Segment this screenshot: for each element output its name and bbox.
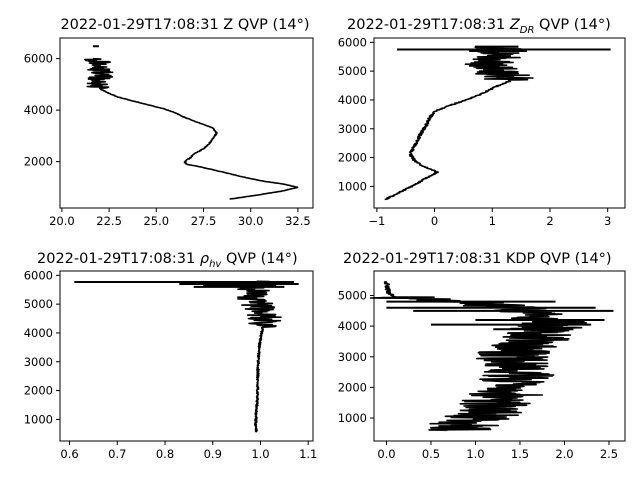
panel-z-qvp: 2022-01-29T17:08:31 Z QVP (14°) 20.0 22.5… bbox=[24, 17, 314, 228]
x-ticks-zdr: −1 0 1 2 3 bbox=[368, 208, 611, 228]
panel-rhohv-qvp: 2022-01-29T17:08:31 ρhv QVP (14°) 0.6 0.7… bbox=[24, 251, 318, 461]
y-tick-label: 3000 bbox=[24, 355, 53, 369]
x-tick-label: 0.7 bbox=[108, 447, 126, 461]
y-tick-label: 2000 bbox=[24, 155, 53, 169]
x-ticks-z: 20.0 22.5 25.0 27.5 30.0 32.5 bbox=[49, 208, 311, 228]
x-tick-label: 27.5 bbox=[191, 214, 217, 228]
title-rhohv-symbol: ρ bbox=[200, 251, 210, 267]
x-tick-label: 3 bbox=[604, 214, 611, 228]
x-tick-label: 0.0 bbox=[377, 447, 395, 461]
y-ticks-zdr: 1000 2000 3000 4000 5000 6000 bbox=[338, 35, 374, 193]
x-tick-label: 0.9 bbox=[204, 447, 222, 461]
panel-kdp-qvp: 2022-01-29T17:08:31 KDP QVP (14°) 0.0 0.5… bbox=[338, 251, 626, 461]
y-tick-label: 1000 bbox=[24, 412, 53, 426]
y-ticks-kdp: 1000 2000 3000 4000 5000 bbox=[338, 289, 374, 425]
x-tick-label: 30.0 bbox=[238, 214, 264, 228]
x-tick-label: 2 bbox=[546, 214, 553, 228]
y-tick-label: 3000 bbox=[338, 122, 367, 136]
y-tick-label: 6000 bbox=[338, 35, 367, 49]
x-tick-label: 0.6 bbox=[60, 447, 78, 461]
title-zdr: 2022-01-29T17:08:31 ZDR QVP (14°) bbox=[347, 17, 611, 36]
y-tick-label: 4000 bbox=[338, 319, 367, 333]
y-tick-label: 4000 bbox=[24, 326, 53, 340]
y-tick-label: 5000 bbox=[338, 64, 367, 78]
title-z: 2022-01-29T17:08:31 Z QVP (14°) bbox=[60, 17, 309, 33]
y-tick-label: 6000 bbox=[24, 52, 53, 66]
axes-frame-z bbox=[59, 37, 314, 209]
title-rhohv-end: QVP (14°) bbox=[221, 251, 297, 267]
x-tick-label: 1 bbox=[489, 214, 496, 228]
x-tick-label: −1 bbox=[368, 214, 385, 228]
series-zdr-profile bbox=[384, 45, 611, 201]
y-tick-label: 2000 bbox=[338, 380, 367, 394]
x-tick-label: 1.0 bbox=[251, 447, 269, 461]
axes-frame-zdr bbox=[373, 37, 626, 209]
y-tick-label: 5000 bbox=[338, 289, 367, 303]
axes-frame-rhohv bbox=[59, 270, 314, 442]
x-ticks-rhohv: 0.6 0.7 0.8 0.9 1.0 1.1 bbox=[60, 441, 317, 461]
x-tick-label: 1.5 bbox=[511, 447, 529, 461]
y-tick-label: 2000 bbox=[24, 384, 53, 398]
profile-line bbox=[237, 280, 282, 433]
series-rhohv-profile bbox=[74, 280, 299, 433]
title-zdr-symbol: Z bbox=[509, 17, 521, 33]
series-kdp-profile bbox=[369, 281, 614, 432]
series-z-profile bbox=[83, 45, 299, 200]
y-tick-label: 6000 bbox=[24, 268, 53, 282]
x-tick-label: 1.1 bbox=[299, 447, 317, 461]
x-tick-label: 2.5 bbox=[600, 447, 618, 461]
x-tick-label: 25.0 bbox=[143, 214, 169, 228]
x-tick-label: 0 bbox=[431, 214, 438, 228]
title-zdr-subscript: DR bbox=[520, 25, 535, 36]
x-tick-label: 1.0 bbox=[466, 447, 484, 461]
title-rhohv: 2022-01-29T17:08:31 ρhv QVP (14°) bbox=[37, 251, 298, 270]
x-tick-label: 0.5 bbox=[422, 447, 440, 461]
axes-frame-kdp bbox=[373, 270, 626, 442]
x-tick-label: 32.5 bbox=[285, 214, 311, 228]
x-tick-label: 20.0 bbox=[49, 214, 75, 228]
panel-zdr-qvp: 2022-01-29T17:08:31 ZDR QVP (14°) −1 0 1 2 3… bbox=[338, 17, 626, 228]
y-tick-label: 5000 bbox=[24, 297, 53, 311]
profile-line bbox=[83, 57, 299, 200]
x-ticks-kdp: 0.0 0.5 1.0 1.5 2.0 2.5 bbox=[377, 441, 618, 461]
title-kdp: 2022-01-29T17:08:31 KDP QVP (14°) bbox=[343, 251, 612, 267]
y-tick-label: 1000 bbox=[338, 179, 367, 193]
profile-line bbox=[369, 281, 588, 432]
x-tick-label: 2.0 bbox=[555, 447, 573, 461]
y-tick-label: 1000 bbox=[338, 411, 367, 425]
x-tick-label: 22.5 bbox=[96, 214, 122, 228]
title-rhohv-subscript: hv bbox=[209, 259, 222, 270]
title-rhohv-start: 2022-01-29T17:08:31 bbox=[37, 251, 200, 267]
y-tick-label: 3000 bbox=[338, 350, 367, 364]
y-tick-label: 2000 bbox=[338, 151, 367, 165]
y-tick-label: 4000 bbox=[338, 93, 367, 107]
y-tick-label: 4000 bbox=[24, 103, 53, 117]
title-zdr-end: QVP (14°) bbox=[534, 17, 610, 33]
x-tick-label: 0.8 bbox=[156, 447, 174, 461]
title-zdr-start: 2022-01-29T17:08:31 bbox=[347, 17, 510, 33]
y-ticks-rhohv: 1000 2000 3000 4000 5000 6000 bbox=[24, 268, 60, 426]
profile-line bbox=[384, 46, 534, 201]
y-ticks-z: 2000 4000 6000 bbox=[24, 52, 60, 169]
